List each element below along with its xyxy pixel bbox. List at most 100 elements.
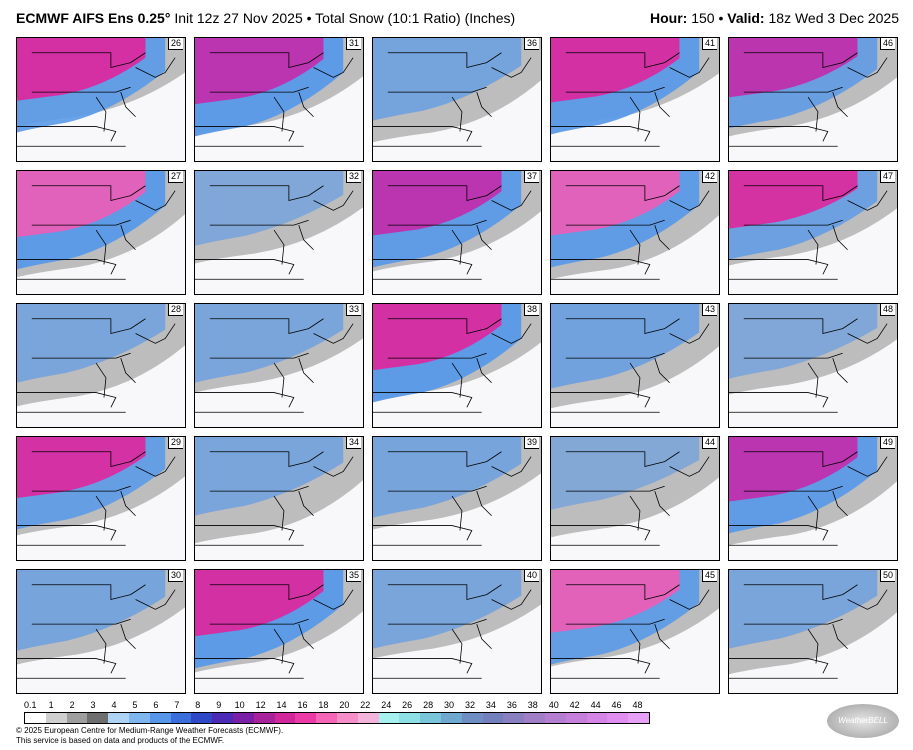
ensemble-member-panel: 47 bbox=[728, 170, 898, 295]
colorbar-tick-label: 32 bbox=[464, 700, 475, 710]
ensemble-member-panel: 34 bbox=[194, 436, 364, 561]
colorbar-segment bbox=[66, 713, 88, 723]
colorbar-segment bbox=[212, 713, 233, 723]
hour-label: Hour: bbox=[649, 10, 688, 26]
member-number: 33 bbox=[345, 304, 361, 316]
colorbar-tick-label: 8 bbox=[195, 700, 201, 710]
snow-field-map bbox=[551, 38, 719, 161]
colorbar-segment bbox=[316, 713, 337, 723]
ensemble-member-panel: 49 bbox=[728, 436, 898, 561]
colorbar-ticks: 0.1 1 2 3 4 5 6 7 8 9 10 12 14 16 18 20 22 24 26 28 30 32 34 36… bbox=[24, 700, 650, 712]
snow-field-map bbox=[373, 570, 541, 693]
ensemble-member-panel: 32 bbox=[194, 170, 364, 295]
colorbar-tick-label: 36 bbox=[506, 700, 517, 710]
valid-value: 18z Wed 3 Dec 2025 bbox=[768, 10, 900, 26]
member-number: 36 bbox=[523, 38, 539, 50]
member-number: 49 bbox=[879, 437, 895, 449]
colorbar-tick-label: 22 bbox=[360, 700, 371, 710]
snow-field-map bbox=[729, 570, 897, 693]
colorbar-segment bbox=[87, 713, 109, 723]
colorbar-segment bbox=[628, 713, 649, 723]
colorbar-segment bbox=[295, 713, 317, 723]
colorbar-tick-label: 38 bbox=[527, 700, 538, 710]
snow-field-map bbox=[373, 437, 541, 560]
snow-field-map bbox=[17, 304, 185, 427]
data-source-line: This service is based on data and produc… bbox=[16, 736, 225, 745]
colorbar-segment bbox=[253, 713, 275, 723]
valid-time: Hour: 150 • Valid: 18z Wed 3 Dec 2025 bbox=[649, 10, 900, 26]
colorbar-tick-label: 3 bbox=[90, 700, 96, 710]
ensemble-member-panel: 38 bbox=[372, 303, 542, 428]
ensemble-member-panel: 40 bbox=[372, 569, 542, 694]
ensemble-member-panel: 45 bbox=[550, 569, 720, 694]
colorbar-segment bbox=[378, 713, 400, 723]
colorbar-segment bbox=[191, 713, 213, 723]
member-number: 29 bbox=[167, 437, 183, 449]
member-number: 39 bbox=[523, 437, 539, 449]
ensemble-member-panel: 28 bbox=[16, 303, 186, 428]
colorbar-tick-label: 40 bbox=[548, 700, 559, 710]
colorbar-segment bbox=[607, 713, 629, 723]
colorbar-tick-label: 48 bbox=[632, 700, 643, 710]
ensemble-member-panel: 29 bbox=[16, 436, 186, 561]
colorbar-tick-label: 0.1 bbox=[23, 700, 37, 710]
run-description: Init 12z 27 Nov 2025 • Total Snow (10:1 … bbox=[174, 10, 516, 26]
snow-field-map bbox=[17, 570, 185, 693]
member-number: 27 bbox=[167, 171, 183, 183]
ensemble-member-panel: 43 bbox=[550, 303, 720, 428]
colorbar-segment bbox=[25, 713, 46, 723]
member-number: 26 bbox=[167, 38, 183, 50]
colorbar-segment bbox=[544, 713, 566, 723]
ensemble-member-panel: 37 bbox=[372, 170, 542, 295]
colorbar-tick-label: 20 bbox=[339, 700, 350, 710]
member-number: 38 bbox=[523, 304, 539, 316]
ensemble-member-panel: 33 bbox=[194, 303, 364, 428]
ensemble-panel-grid: 26 31 36 41 46 27 32 37 42 47 28 33 38 43 48 29 34 39 44 49… bbox=[16, 37, 898, 697]
colorbar-segment bbox=[461, 713, 483, 723]
ensemble-member-panel: 30 bbox=[16, 569, 186, 694]
colorbar-segment bbox=[108, 713, 129, 723]
snow-field-map bbox=[17, 171, 185, 294]
member-number: 41 bbox=[701, 38, 717, 50]
ensemble-member-panel: 44 bbox=[550, 436, 720, 561]
colorbar-tick-label: 16 bbox=[297, 700, 308, 710]
snow-field-map bbox=[373, 38, 541, 161]
snow-field-map bbox=[373, 304, 541, 427]
member-number: 45 bbox=[701, 570, 717, 582]
colorbar-tick-label: 5 bbox=[132, 700, 138, 710]
valid-label: Valid: bbox=[727, 10, 765, 26]
member-number: 28 bbox=[167, 304, 183, 316]
ensemble-member-panel: 35 bbox=[194, 569, 364, 694]
member-number: 35 bbox=[345, 570, 361, 582]
colorbar-tick-label: 14 bbox=[276, 700, 287, 710]
snow-colorbar bbox=[24, 712, 650, 724]
colorbar-tick-label: 4 bbox=[111, 700, 117, 710]
copyright-line: © 2025 European Centre for Medium-Range … bbox=[16, 726, 284, 735]
member-number: 44 bbox=[701, 437, 717, 449]
snow-field-map bbox=[729, 38, 897, 161]
member-number: 48 bbox=[879, 304, 895, 316]
colorbar-segment bbox=[482, 713, 504, 723]
colorbar-tick-label: 24 bbox=[381, 700, 392, 710]
member-number: 47 bbox=[879, 171, 895, 183]
member-number: 32 bbox=[345, 171, 361, 183]
member-number: 40 bbox=[523, 570, 539, 582]
colorbar-tick-label: 9 bbox=[216, 700, 222, 710]
member-number: 43 bbox=[701, 304, 717, 316]
snow-field-map bbox=[729, 437, 897, 560]
ensemble-member-panel: 27 bbox=[16, 170, 186, 295]
colorbar-tick-label: 42 bbox=[569, 700, 580, 710]
snow-field-map bbox=[551, 171, 719, 294]
colorbar-segment bbox=[440, 713, 462, 723]
colorbar-segment bbox=[586, 713, 608, 723]
snow-field-map bbox=[373, 171, 541, 294]
member-number: 34 bbox=[345, 437, 361, 449]
snow-field-map bbox=[195, 38, 363, 161]
snow-field-map bbox=[551, 304, 719, 427]
snow-field-map bbox=[195, 570, 363, 693]
ensemble-member-panel: 36 bbox=[372, 37, 542, 162]
colorbar-tick-label: 34 bbox=[485, 700, 496, 710]
snow-field-map bbox=[17, 38, 185, 161]
colorbar-tick-label: 28 bbox=[423, 700, 434, 710]
colorbar-segment bbox=[128, 713, 150, 723]
